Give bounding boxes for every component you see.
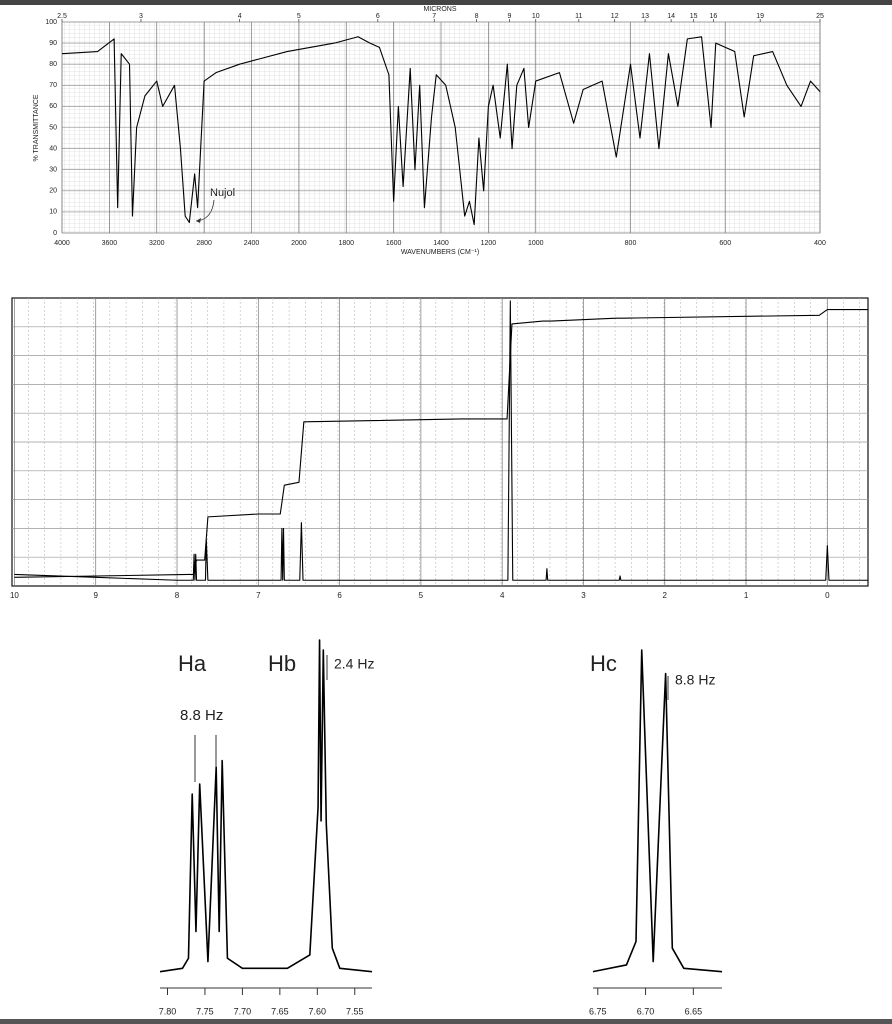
x-tick-label: 400 — [814, 240, 826, 247]
chart-2: 7.80 7.75 7.70 7.65 7.60 7.55 Ha Hb 2.4 Hz 8.8 Hz — [159, 639, 374, 1016]
y-axis-label: % TRANSMITTANCE — [33, 94, 40, 161]
chart-1: 10 9 8 7 6 5 4 3 2 1 0 — [10, 298, 868, 600]
spectrum-line — [14, 308, 868, 578]
x-tick-label: 1600 — [386, 240, 402, 247]
x-tick-label: 1800 — [338, 240, 354, 247]
x-tick-label: 2400 — [244, 240, 260, 247]
x2-tick-label: 10 — [532, 13, 540, 20]
x-tick-label: 3200 — [149, 240, 165, 247]
x-tick-label: 600 — [719, 240, 731, 247]
bottom-bar — [0, 1019, 892, 1024]
annotation: Ha — [178, 651, 207, 676]
x-tick-label: 1 — [744, 591, 749, 600]
x2-tick-label: 16 — [710, 13, 718, 20]
x-tick-label: 6.65 — [685, 1006, 703, 1016]
arrow-head — [196, 218, 201, 223]
x2-tick-label: 15 — [690, 13, 698, 20]
y-tick-label: 100 — [45, 19, 57, 26]
x-tick-label: 7.60 — [309, 1006, 327, 1016]
x2-tick-label: 14 — [667, 13, 675, 20]
x-axis-label: WAVENUMBERS (CM⁻¹) — [401, 249, 479, 256]
y-tick-label: 90 — [49, 40, 57, 47]
x2-tick-label: 13 — [641, 13, 649, 20]
top-bar — [0, 0, 892, 5]
x2-tick-label: 3 — [139, 13, 143, 20]
y-tick-label: 40 — [49, 145, 57, 152]
x2-tick-label: 12 — [611, 13, 619, 20]
x-tick-label: 7.65 — [271, 1006, 289, 1016]
x-tick-label: 7.55 — [346, 1006, 364, 1016]
x-tick-label: 7 — [256, 591, 261, 600]
x-tick-label: 4 — [500, 591, 505, 600]
x-tick-label: 2800 — [196, 240, 212, 247]
y-tick-label: 10 — [49, 209, 57, 216]
x-tick-label: 4000 — [54, 240, 70, 247]
y-tick-label: 0 — [53, 230, 57, 237]
x2-tick-label: 25 — [816, 13, 824, 20]
chart-3: 6.75 6.70 6.65 Hc 8.8 Hz — [589, 649, 723, 1016]
y-tick-label: 70 — [49, 82, 57, 89]
x2-tick-label: 11 — [575, 13, 582, 20]
x-tick-label: 8 — [175, 591, 180, 600]
x2-tick-label: 19 — [756, 13, 764, 20]
x-tick-label: 9 — [94, 591, 99, 600]
x-tick-label: 7.70 — [234, 1006, 252, 1016]
x2-tick-label: 4 — [238, 13, 242, 20]
annotation: Hb — [268, 651, 296, 676]
annotation: Hc — [590, 651, 617, 676]
x2-tick-label: 5 — [297, 13, 301, 20]
x-tick-label: 10 — [10, 591, 19, 600]
x-tick-label: 7.80 — [159, 1006, 177, 1016]
y-tick-label: 50 — [49, 124, 57, 131]
spectrum-line — [159, 639, 373, 973]
y-tick-label: 80 — [49, 61, 57, 68]
x-tick-label: 1200 — [481, 240, 497, 247]
x-tick-label: 2 — [663, 591, 668, 600]
x2-tick-label: 2.5 — [57, 13, 67, 20]
x2-axis-label: MICRONS — [423, 6, 456, 13]
annotation: 8.8 Hz — [675, 672, 715, 688]
y-tick-label: 60 — [49, 103, 57, 110]
x-tick-label: 2000 — [291, 240, 307, 247]
y-tick-label: 30 — [49, 167, 57, 174]
zoom-decor — [194, 655, 669, 782]
x2-tick-label: 6 — [376, 13, 380, 20]
x-tick-label: 3600 — [102, 240, 118, 247]
x2-tick-label: 8 — [475, 13, 479, 20]
x2-tick-label: 7 — [432, 13, 436, 20]
x2-tick-label: 9 — [507, 13, 511, 20]
y-tick-label: 20 — [49, 188, 57, 195]
spectrum-line — [14, 300, 868, 581]
x-tick-label: 3 — [581, 591, 586, 600]
x-tick-label: 800 — [625, 240, 637, 247]
x-tick-label: 6.70 — [637, 1006, 655, 1016]
x-tick-label: 1000 — [528, 240, 544, 247]
annotation: 2.4 Hz — [334, 656, 374, 672]
x-tick-label: 5 — [419, 591, 424, 600]
annotation: Nujol — [210, 187, 235, 199]
x-tick-label: 0 — [825, 591, 830, 600]
x-tick-label: 1400 — [433, 240, 449, 247]
x-tick-label: 6 — [337, 591, 342, 600]
x-tick-label: 7.75 — [196, 1006, 214, 1016]
spectrum-line — [592, 649, 723, 973]
annotation: 8.8 Hz — [180, 707, 223, 724]
x-tick-label: 6.75 — [589, 1006, 607, 1016]
spectrum-line — [61, 36, 821, 226]
